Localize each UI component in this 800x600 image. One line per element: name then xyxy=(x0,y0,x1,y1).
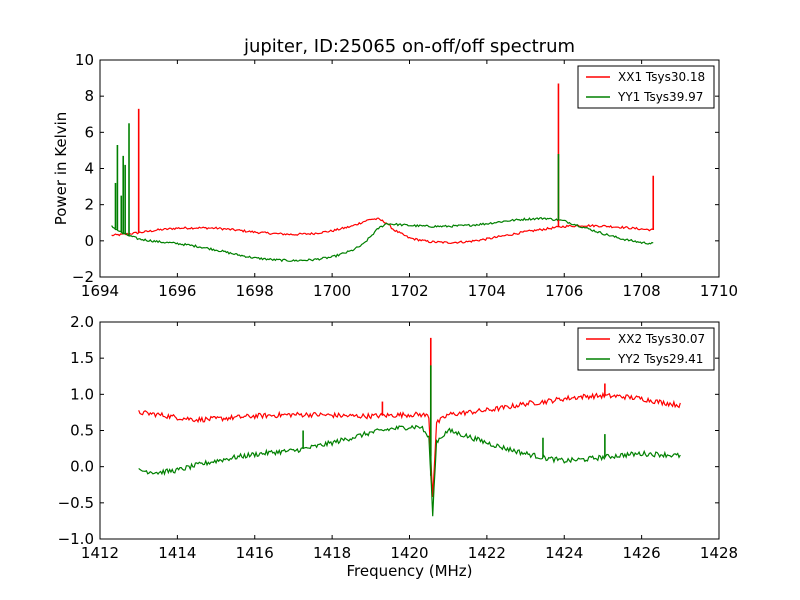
x-tick-label: 1418 xyxy=(313,544,351,562)
legend: XX1 Tsys30.18 YY1 Tsys39.97 xyxy=(577,65,715,109)
x-tick-label: 1710 xyxy=(700,282,738,300)
legend-box xyxy=(577,327,715,371)
legend-label: YY1 Tsys39.97 xyxy=(617,90,703,104)
x-tick-label: 1696 xyxy=(158,282,196,300)
y-tick-label: −0.5 xyxy=(58,494,94,512)
x-tick-label: 1424 xyxy=(545,544,583,562)
x-tick-label: 1420 xyxy=(390,544,428,562)
y-tick-label: 4 xyxy=(84,160,94,178)
y-tick-label: 1.5 xyxy=(70,349,94,367)
x-tick-label: 1412 xyxy=(81,544,119,562)
x-tick-label: 1426 xyxy=(623,544,661,562)
legend: XX2 Tsys30.07 YY2 Tsys29.41 xyxy=(577,327,715,371)
legend-label: YY2 Tsys29.41 xyxy=(617,352,703,366)
x-tick-label: 1428 xyxy=(700,544,738,562)
x-tick-label: 1702 xyxy=(390,282,428,300)
series-line-xx1 xyxy=(111,217,654,245)
legend-label: XX2 Tsys30.07 xyxy=(618,332,705,346)
y-axis-label: Power in Kelvin xyxy=(52,112,70,226)
chart-top-panel: 1694 1696 1698 1700 1702 1704 1706 1708 1710 −2 0 2… xyxy=(52,36,738,300)
x-axis-label: Frequency (MHz) xyxy=(346,562,472,580)
x-tick-label: 1414 xyxy=(158,544,196,562)
y-tick-label: 10 xyxy=(75,51,94,69)
x-tick-label: 1422 xyxy=(468,544,506,562)
y-tick-label: −1.0 xyxy=(58,530,94,548)
x-tick-label: 1704 xyxy=(468,282,506,300)
series-line-xx2 xyxy=(138,391,681,497)
y-tick-label: 8 xyxy=(84,87,94,105)
y-tick-label: 2 xyxy=(84,196,94,214)
chart-title: jupiter, ID:25065 on-off/off spectrum xyxy=(243,36,575,57)
x-tick-label: 1708 xyxy=(623,282,661,300)
x-tick-label: 1416 xyxy=(236,544,274,562)
x-tick-label: 1700 xyxy=(313,282,351,300)
legend-label: XX1 Tsys30.18 xyxy=(618,70,705,84)
y-tick-label: 1.0 xyxy=(70,385,94,403)
x-tick-label: 1698 xyxy=(236,282,274,300)
chart-bottom-panel: 1412 1414 1416 1418 1420 1422 1424 1426 1428 −1.0… xyxy=(58,313,739,580)
legend-box xyxy=(577,65,715,109)
x-tick-label: 1706 xyxy=(545,282,583,300)
y-tick-label: 0.5 xyxy=(70,422,94,440)
y-tick-label: 2.0 xyxy=(70,313,94,331)
y-tick-label: 0 xyxy=(84,232,94,250)
y-tick-label: 6 xyxy=(84,123,94,141)
y-tick-label: −2 xyxy=(72,268,94,286)
x-tick-label: 1694 xyxy=(81,282,119,300)
series-line-yy2 xyxy=(138,424,681,517)
series-line-yy1 xyxy=(111,216,654,263)
y-tick-label: 0.0 xyxy=(70,458,94,476)
